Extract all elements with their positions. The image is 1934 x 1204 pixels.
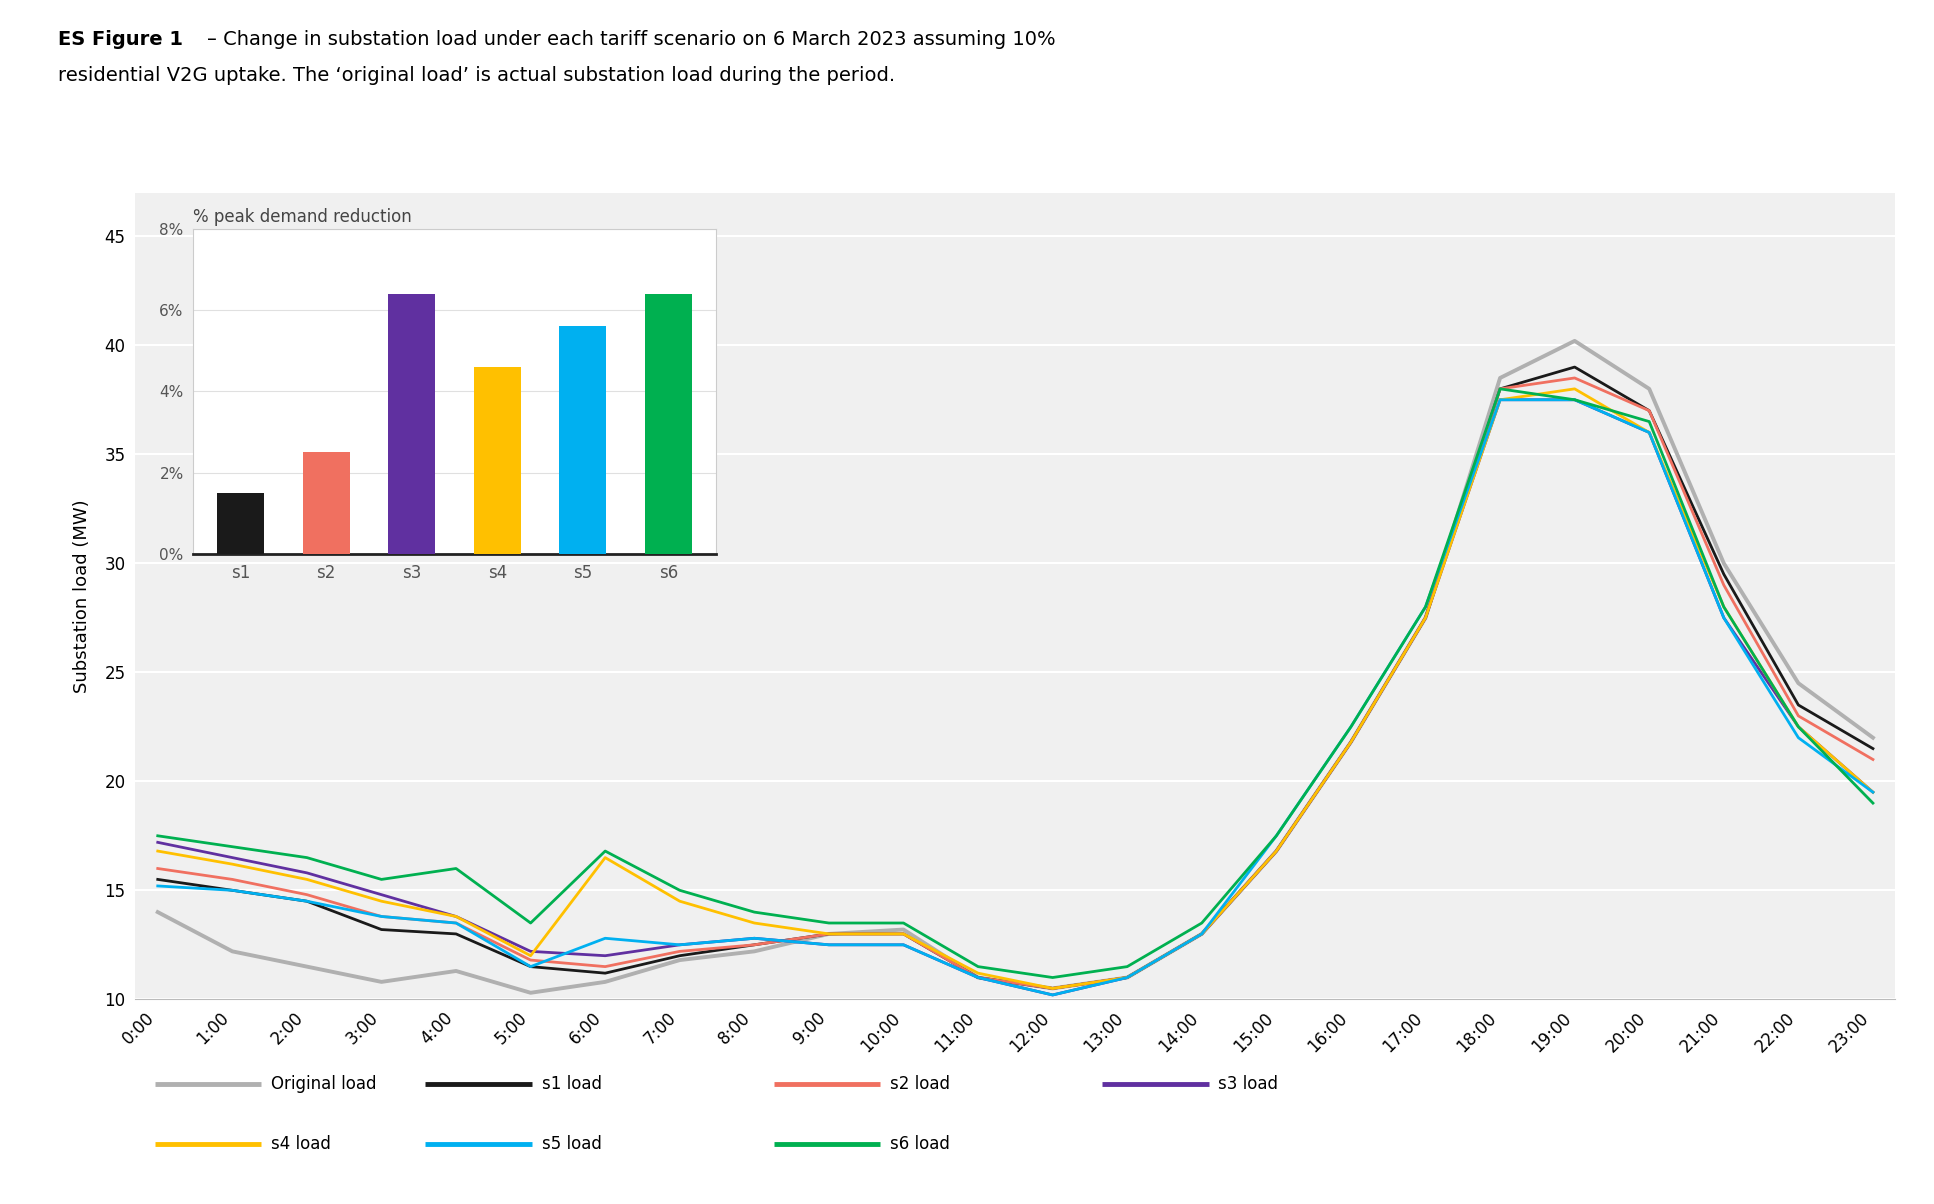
Bar [644,294,692,554]
Text: – Change in substation load under each tariff scenario on 6 March 2023 assuming : – Change in substation load under each t… [207,30,1056,49]
Text: s4 load: s4 load [271,1135,331,1152]
Bar [559,326,607,554]
Bar [474,367,520,554]
Bar [389,294,435,554]
Text: s6 load: s6 load [890,1135,950,1152]
Text: s2 load: s2 load [890,1075,950,1092]
Text: s5 load: s5 load [542,1135,601,1152]
Bar [302,453,350,554]
Y-axis label: Substation load (MW): Substation load (MW) [73,500,91,692]
Bar [217,492,265,554]
Text: ES Figure 1: ES Figure 1 [58,30,184,49]
Text: s3 load: s3 load [1218,1075,1278,1092]
Text: residential V2G uptake. The ‘original load’ is actual substation load during the: residential V2G uptake. The ‘original lo… [58,66,895,85]
Text: Original load: Original load [271,1075,377,1092]
Text: % peak demand reduction: % peak demand reduction [193,208,412,226]
Text: s1 load: s1 load [542,1075,601,1092]
